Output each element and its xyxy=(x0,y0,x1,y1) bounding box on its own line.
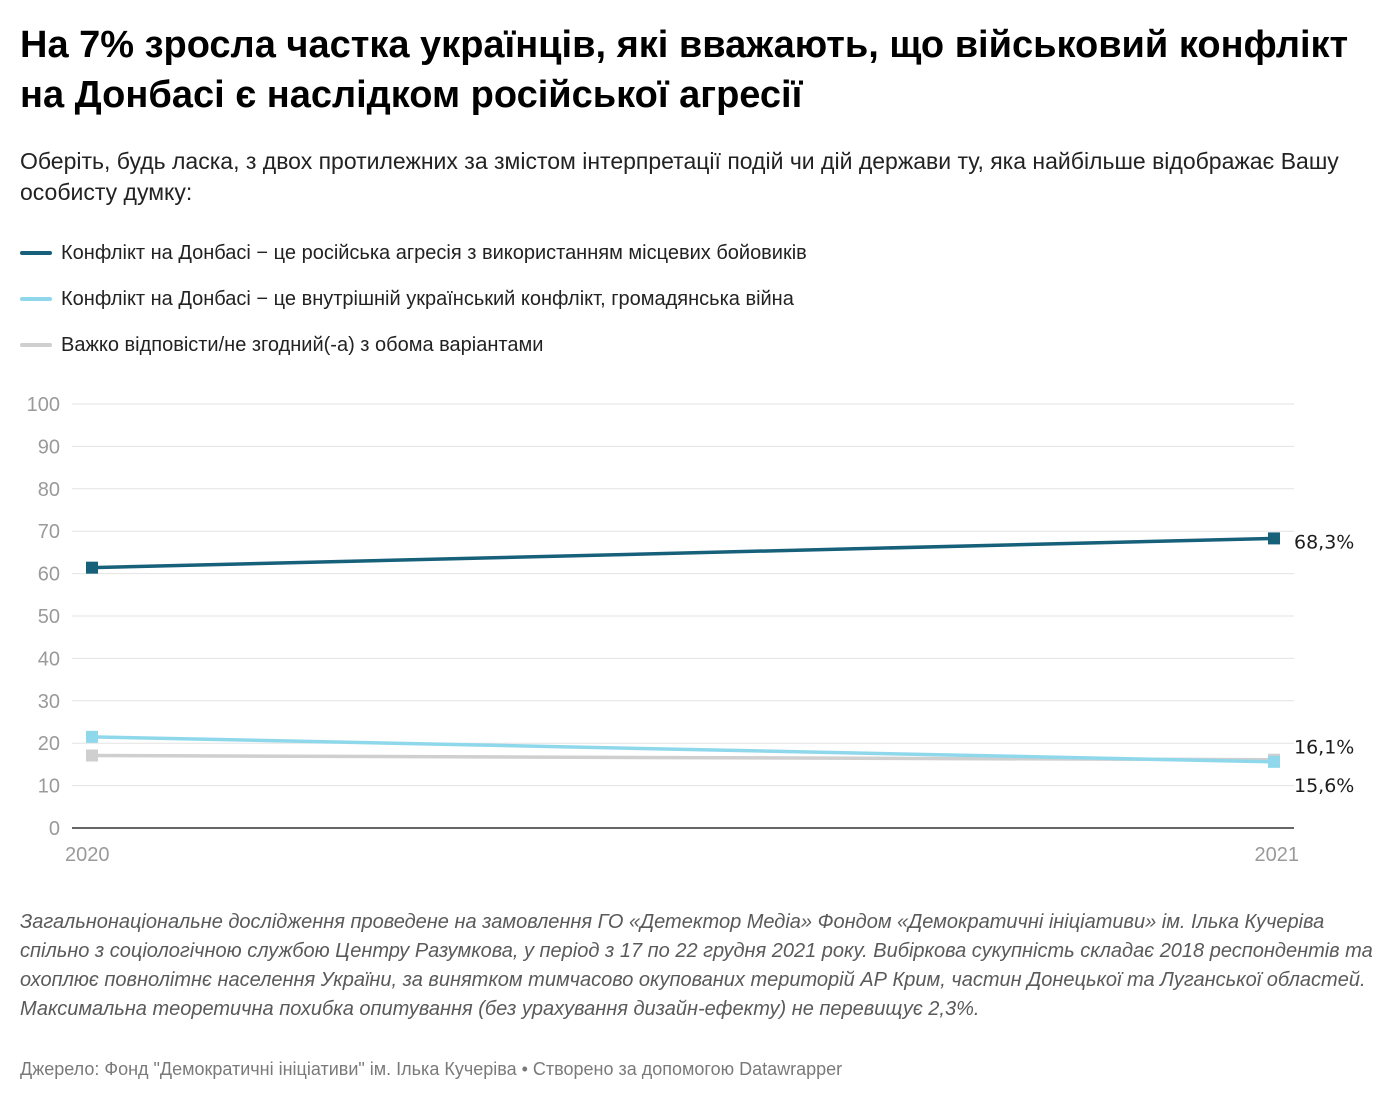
chart-notes: Загальнонаціональне дослідження проведен… xyxy=(20,911,1373,1020)
chart-title: На 7% зросла частка українців, які вважа… xyxy=(20,24,1349,116)
series-point-2-2020 xyxy=(86,749,98,762)
series-point-1-2021 xyxy=(1268,755,1280,768)
line-chart: 0 10 20 30 40 50 60 70 80 90 100 2020 2021 16,1% 15,6… xyxy=(27,394,1355,866)
legend-swatch-undecided xyxy=(20,343,52,347)
chart-subtitle: Оберіть, будь ласка, з двох протилежних … xyxy=(20,148,1339,205)
series-point-1-2020 xyxy=(86,730,98,743)
legend-label-aggression: Конфлікт на Донбасі − це російська агрес… xyxy=(61,241,807,264)
legend-item-civil-war: Конфлікт на Донбасі − це внутрішній укра… xyxy=(20,284,807,314)
y-tick-label-70: 70 xyxy=(38,521,60,543)
y-tick-label-60: 60 xyxy=(38,564,60,586)
y-tick-label-100: 100 xyxy=(27,394,60,416)
y-tick-label-40: 40 xyxy=(38,648,60,670)
x-tick-label-2021: 2021 xyxy=(1255,844,1300,866)
legend-item-undecided: Важко відповісти/не згодний(-а) з обома … xyxy=(20,330,807,360)
end-value-label-0: 68,3% xyxy=(1294,531,1354,553)
y-tick-label-90: 90 xyxy=(38,436,60,458)
series-layer xyxy=(86,532,1280,768)
y-tick-label-30: 30 xyxy=(38,691,60,713)
legend: Конфлікт на Донбасі − це російська агрес… xyxy=(20,238,807,376)
y-tick-label-50: 50 xyxy=(38,606,60,628)
grid-layer xyxy=(72,403,1294,829)
series-line-1 xyxy=(91,735,1275,764)
legend-item-aggression: Конфлікт на Донбасі − це російська агрес… xyxy=(20,238,807,268)
end-value-label-1: 15,6% xyxy=(1294,775,1354,797)
series-point-0-2021 xyxy=(1268,532,1280,545)
axis-layer: 0 10 20 30 40 50 60 70 80 90 100 2020 2021 xyxy=(27,394,1299,866)
y-tick-label-80: 80 xyxy=(38,479,60,501)
series-point-0-2020 xyxy=(86,561,98,574)
end-value-label-2: 16,1% xyxy=(1294,737,1354,759)
source-credit: Джерело: Фонд "Демократичні ініціативи" … xyxy=(20,1059,843,1079)
legend-label-civil-war: Конфлікт на Донбасі − це внутрішній укра… xyxy=(61,287,794,310)
y-tick-label-20: 20 xyxy=(38,733,60,755)
x-tick-label-2020: 2020 xyxy=(65,844,110,866)
series-line-0 xyxy=(91,536,1275,570)
legend-label-undecided: Важко відповісти/не згодний(-а) з обома … xyxy=(61,333,544,356)
label-layer: 16,1% 15,6% 68,3% xyxy=(1294,531,1354,796)
legend-swatch-aggression xyxy=(20,251,52,255)
legend-swatch-civil-war xyxy=(20,297,52,301)
y-tick-label-10: 10 xyxy=(38,776,60,798)
y-tick-label-0: 0 xyxy=(49,818,60,840)
